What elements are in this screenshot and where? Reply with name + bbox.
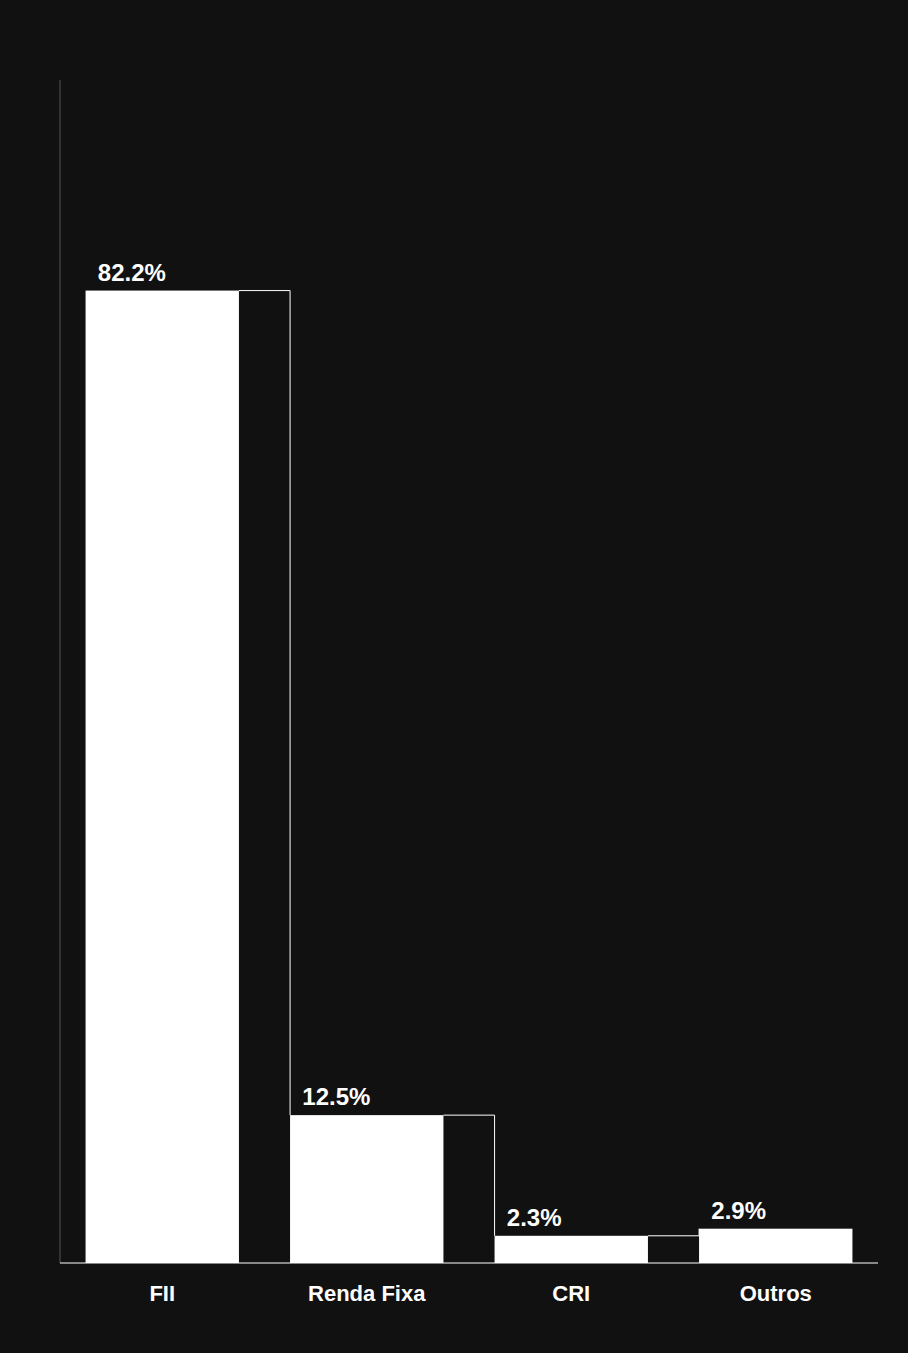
bar xyxy=(290,1115,443,1263)
connector xyxy=(443,1115,494,1236)
background xyxy=(0,0,908,1353)
connector xyxy=(239,291,290,1116)
x-tick-label: Renda Fixa xyxy=(308,1281,426,1306)
chart-container: 82.2% 12.5% 2.3% 2.9% FII Renda Fixa CRI Outros xyxy=(0,0,908,1353)
x-tick-label: FII xyxy=(149,1281,175,1306)
data-label: 12.5% xyxy=(302,1083,370,1110)
data-label: 2.9% xyxy=(711,1197,766,1224)
x-axis-line xyxy=(60,1263,878,1264)
chart: 82.2% 12.5% 2.3% 2.9% FII Renda Fixa CRI Outros xyxy=(0,0,908,1353)
data-label: 82.2% xyxy=(98,259,166,286)
x-tick-label: CRI xyxy=(552,1281,590,1306)
y-axis-line xyxy=(60,80,61,1263)
data-label: 2.3% xyxy=(507,1204,562,1231)
x-tick-label: Outros xyxy=(740,1281,812,1306)
bar xyxy=(495,1236,648,1263)
connector xyxy=(648,1229,699,1236)
bar xyxy=(86,291,239,1263)
plot-area xyxy=(86,291,853,1263)
bar xyxy=(699,1229,852,1263)
